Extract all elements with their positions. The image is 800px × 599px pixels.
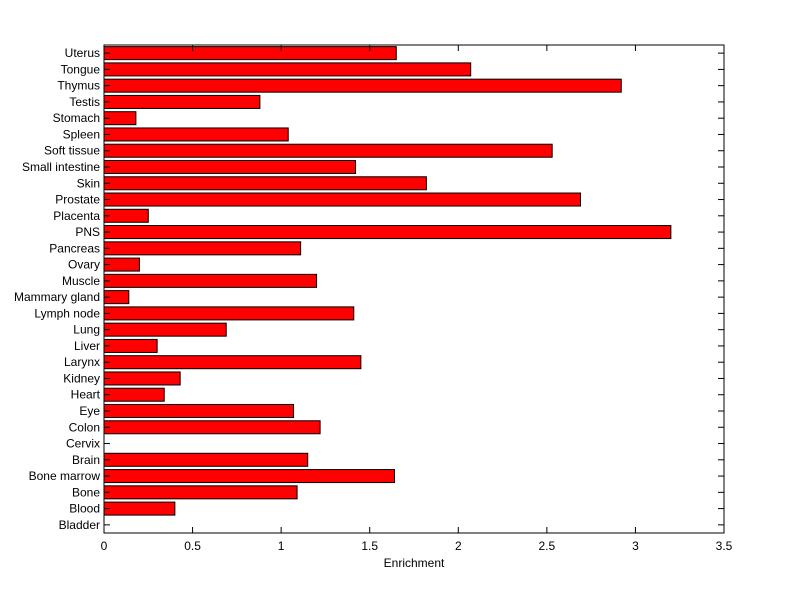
bar bbox=[103, 225, 672, 240]
y-tick-label: Small intestine bbox=[22, 160, 100, 174]
y-tick-label: Prostate bbox=[55, 193, 100, 207]
bar bbox=[103, 371, 181, 386]
x-tick-label: 0 bbox=[101, 539, 108, 553]
bar bbox=[103, 387, 165, 402]
y-tick-label: Eye bbox=[79, 404, 100, 418]
y-tick-label: Ovary bbox=[68, 258, 100, 272]
bars-group bbox=[103, 46, 672, 516]
y-tick-label: Blood bbox=[69, 502, 100, 516]
bar bbox=[103, 355, 362, 370]
bar bbox=[103, 192, 582, 207]
bar bbox=[103, 176, 427, 191]
y-tick-label: Skin bbox=[77, 176, 100, 190]
bar bbox=[103, 403, 295, 418]
x-tick-label: 0.5 bbox=[184, 539, 201, 553]
y-tick-label: Lymph node bbox=[34, 306, 100, 320]
bar bbox=[103, 143, 553, 158]
y-tick-label: Mammary gland bbox=[14, 290, 100, 304]
y-tick-label: Placenta bbox=[53, 209, 100, 223]
y-tick-label: Cervix bbox=[66, 437, 100, 451]
bar bbox=[103, 322, 227, 337]
bar bbox=[103, 501, 176, 516]
y-tick-label: Bone bbox=[72, 485, 100, 499]
y-tick-label: Pancreas bbox=[49, 241, 100, 255]
y-tick-label: Larynx bbox=[64, 355, 100, 369]
y-tick-label: Spleen bbox=[63, 127, 100, 141]
bar bbox=[103, 94, 261, 109]
bar bbox=[103, 338, 158, 353]
bar bbox=[103, 62, 472, 77]
bar bbox=[103, 469, 396, 484]
x-tick-label: 1.5 bbox=[361, 539, 378, 553]
y-tick-label: Stomach bbox=[53, 111, 100, 125]
y-tick-label: Muscle bbox=[62, 274, 100, 288]
y-tick-label: Thymus bbox=[57, 79, 100, 93]
bar bbox=[103, 241, 302, 256]
y-tick-label: PNS bbox=[75, 225, 100, 239]
y-tick-label: Brain bbox=[72, 453, 100, 467]
bar bbox=[103, 78, 622, 93]
y-tick-label: Liver bbox=[74, 339, 100, 353]
bar bbox=[103, 452, 309, 467]
bar bbox=[103, 306, 355, 321]
axes-box bbox=[103, 44, 725, 534]
y-tick-label: Lung bbox=[73, 323, 100, 337]
y-tick-label: Testis bbox=[69, 95, 100, 109]
bar bbox=[103, 127, 289, 142]
bar bbox=[103, 46, 397, 61]
y-tick-label: Heart bbox=[71, 388, 101, 402]
y-tick-label: Soft tissue bbox=[44, 144, 100, 158]
y-tick-label: Tongue bbox=[61, 62, 101, 76]
x-tick-label: 3 bbox=[632, 539, 639, 553]
y-ticks-group: Bladder Blood Bone Bone marrow Brain Cervix Co… bbox=[14, 46, 724, 532]
y-tick-label: Bone marrow bbox=[29, 469, 101, 483]
bar bbox=[103, 273, 318, 288]
y-tick-label: Kidney bbox=[63, 371, 100, 385]
x-tick-label: 1 bbox=[278, 539, 285, 553]
y-tick-label: Uterus bbox=[65, 46, 100, 60]
x-tick-label: 2 bbox=[455, 539, 462, 553]
bar bbox=[103, 208, 149, 223]
y-tick-label: Colon bbox=[69, 420, 100, 434]
bar bbox=[103, 159, 357, 175]
x-tick-label: 3.5 bbox=[716, 539, 733, 553]
bar bbox=[103, 420, 321, 435]
bar bbox=[103, 485, 298, 500]
x-axis-label: Enrichment bbox=[384, 556, 445, 570]
y-tick-label: Bladder bbox=[59, 518, 100, 532]
x-tick-label: 2.5 bbox=[539, 539, 556, 553]
